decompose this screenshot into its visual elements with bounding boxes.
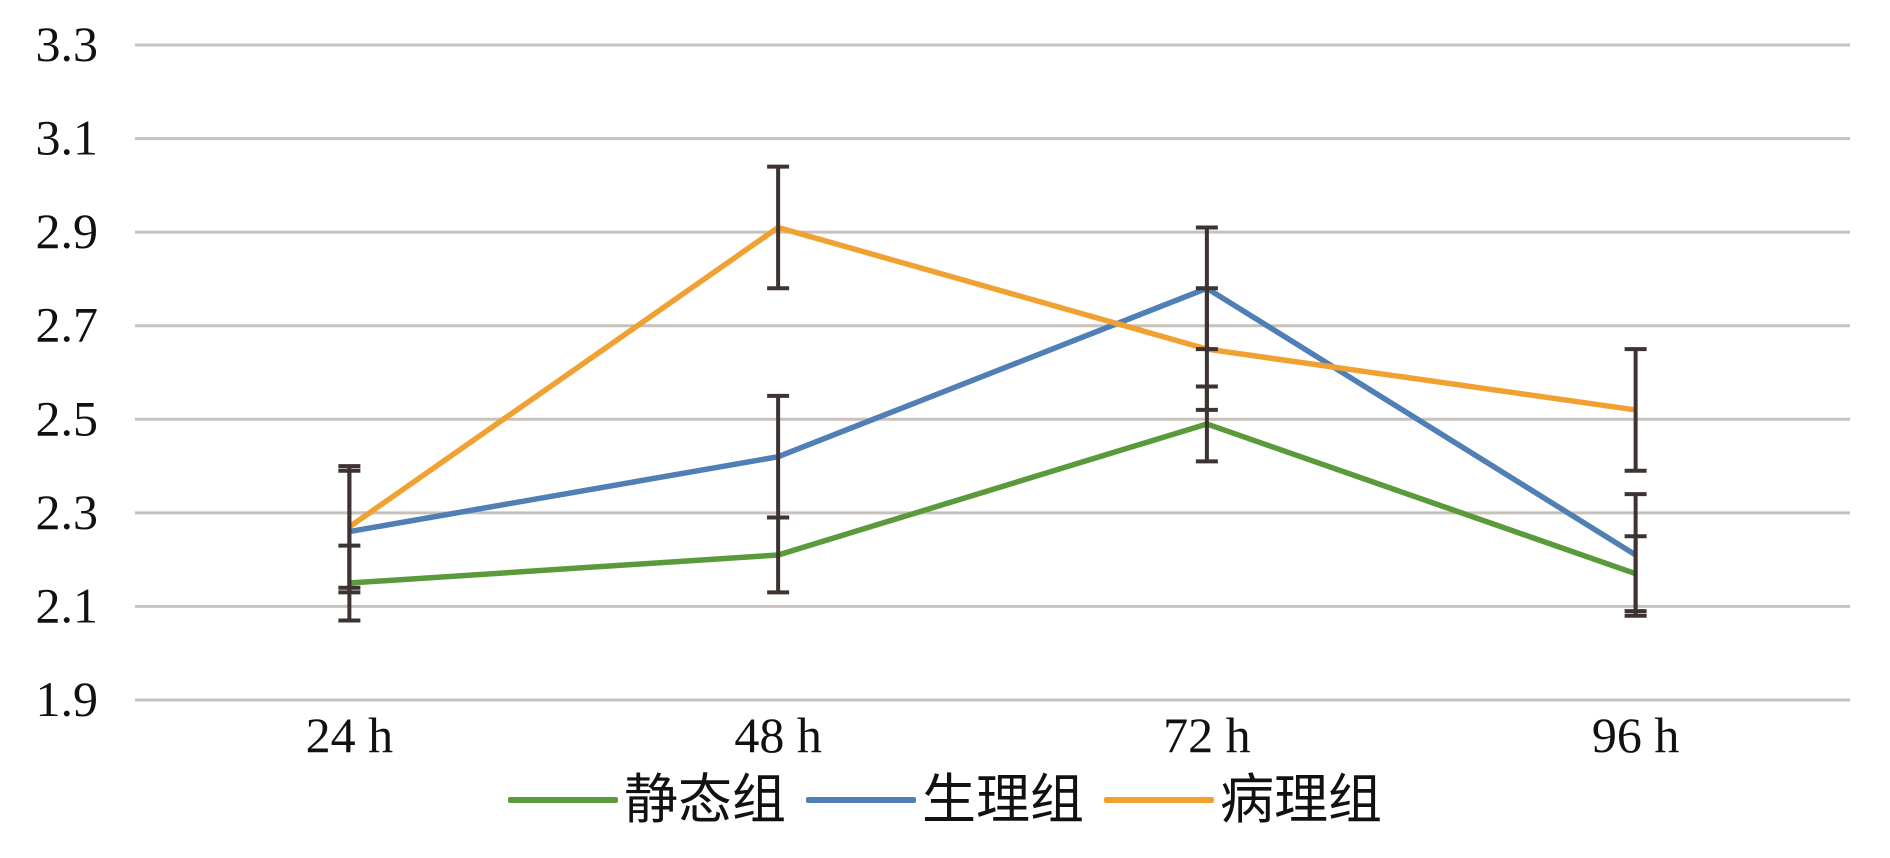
x-tick-label: 24 h	[306, 707, 394, 760]
series-line-physiological	[348, 285, 1638, 558]
line-chart: 1.9 2.1 2.3 2.5 2.7 2.9 3.1 3.3 24 h 48 h 72 h 96 …	[36, 16, 1850, 763]
y-tick-label: 2.9	[36, 203, 99, 259]
error-bar-pathological	[1195, 286, 1218, 412]
legend-swatch-pathological	[1104, 797, 1214, 803]
error-bar-physiological	[1624, 492, 1647, 618]
error-bar-pathological	[1624, 347, 1647, 473]
error-bars	[338, 164, 1647, 623]
error-bar-pathological	[767, 164, 790, 291]
error-bar-pathological	[338, 464, 361, 590]
y-tick-label: 2.5	[36, 390, 99, 446]
legend: 静态组 生理组 病理组	[0, 760, 1890, 840]
series-line-pathological	[347, 224, 1637, 530]
legend-swatch-static	[508, 797, 618, 803]
x-tick-label: 96 h	[1592, 707, 1680, 760]
series-line-static	[349, 421, 1637, 586]
y-tick-label: 1.9	[36, 671, 99, 727]
y-tick-label: 2.3	[36, 484, 99, 540]
gridlines	[135, 43, 1850, 702]
x-tick-label: 72 h	[1163, 707, 1251, 760]
y-tick-label: 3.3	[36, 16, 99, 72]
series-lines	[347, 224, 1638, 586]
legend-item-physiological: 生理组	[806, 773, 1084, 827]
legend-label-pathological: 病理组	[1220, 768, 1382, 831]
y-tick-label: 3.1	[36, 110, 99, 166]
legend-item-pathological: 病理组	[1104, 773, 1382, 827]
legend-label-static: 静态组	[624, 768, 786, 831]
error-bar-physiological	[767, 393, 790, 520]
y-tick-label: 2.7	[36, 297, 99, 353]
y-axis-ticks: 1.9 2.1 2.3 2.5 2.7 2.9 3.1 3.3	[36, 16, 99, 727]
legend-swatch-physiological	[806, 797, 916, 803]
legend-item-static: 静态组	[508, 773, 786, 827]
x-axis-ticks: 24 h 48 h 72 h 96 h	[306, 707, 1680, 763]
legend-label-physiological: 生理组	[922, 768, 1084, 831]
y-tick-label: 2.1	[36, 577, 99, 633]
x-tick-label: 48 h	[734, 707, 822, 760]
